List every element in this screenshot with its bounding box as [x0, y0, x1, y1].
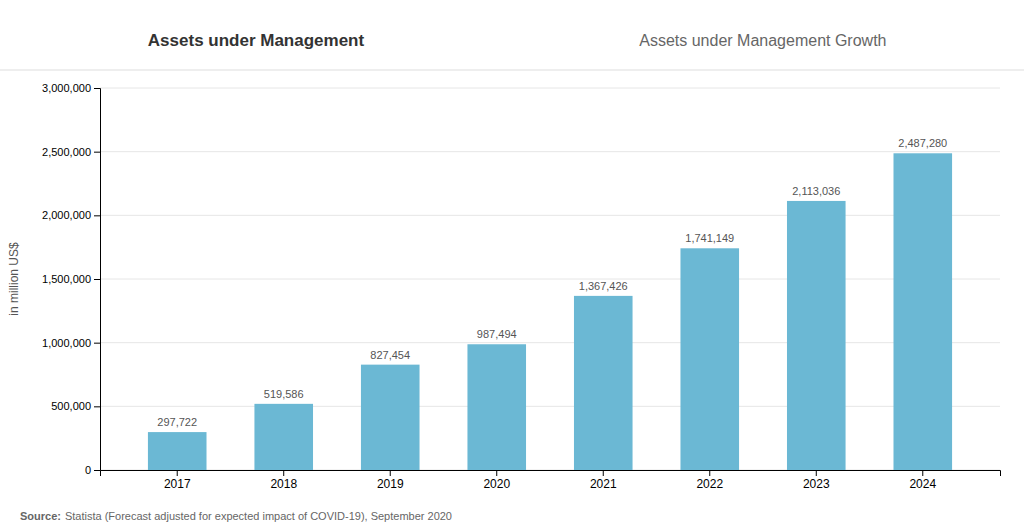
- data-label: 827,454: [370, 349, 410, 361]
- y-tick-mark: [94, 88, 100, 89]
- y-tick: 500,000: [51, 400, 100, 412]
- x-tick-label: 2018: [270, 477, 297, 491]
- y-tick-mark: [94, 343, 100, 344]
- header: Assets under Management Assets under Mana…: [0, 31, 1024, 70]
- x-tick: 2023: [803, 470, 830, 491]
- bar: [787, 201, 846, 470]
- x-tick-label: 2024: [909, 477, 936, 491]
- header-rule: [0, 70, 1024, 71]
- y-tick-label: 0: [85, 464, 91, 476]
- bar: [148, 432, 207, 470]
- grid: [100, 88, 1000, 470]
- page: {"chart_data": {"type": "bar", "title": …: [0, 0, 1024, 532]
- grid-line: [100, 279, 1000, 280]
- data-label: 2,113,036: [792, 185, 840, 197]
- x-tick-mark: [816, 470, 817, 476]
- data-label: 297,722: [157, 416, 197, 428]
- x-tick-label: 2022: [696, 477, 723, 491]
- grid-line: [100, 406, 1000, 407]
- bar: [893, 153, 952, 470]
- subtitle: Assets under Management Growth: [639, 32, 886, 49]
- y-tick-mark: [94, 152, 100, 153]
- y-tick-label: 500,000: [51, 400, 91, 412]
- y-axis: 0 500,000 1,000,000 1,500,000 2,000,000 2,500…: [42, 82, 100, 476]
- x-tick-label: 2020: [483, 477, 510, 491]
- x-tick-mark: [390, 470, 391, 476]
- y-tick-label: 2,500,000: [42, 146, 91, 158]
- x-tick-mark: [496, 470, 497, 476]
- data-label: 1,741,149: [685, 232, 734, 244]
- y-tick: 1,000,000: [42, 337, 100, 349]
- x-tick: 2021: [590, 470, 617, 491]
- grid-line: [100, 88, 1000, 89]
- data-label: 519,586: [264, 388, 304, 400]
- x-tick: 2017: [164, 470, 191, 491]
- bar: [574, 296, 633, 470]
- x-tick-label: 2019: [377, 477, 404, 491]
- bar: [254, 404, 313, 470]
- y-tick-mark: [94, 406, 100, 407]
- source-label: Source:: [20, 510, 61, 522]
- y-tick-mark: [94, 215, 100, 216]
- x-tick: 2022: [696, 470, 723, 491]
- x-axis-line: [101, 471, 1001, 477]
- y-tick: 2,000,000: [42, 209, 100, 221]
- marks: [148, 153, 952, 470]
- source: Source: Statista (Forecast adjusted for e…: [20, 510, 452, 522]
- y-tick-label: 1,000,000: [42, 337, 91, 349]
- data-label: 1,367,426: [579, 280, 628, 292]
- x-tick-mark: [177, 470, 178, 476]
- x-tick-mark: [283, 470, 284, 476]
- title: Assets under Management: [148, 31, 365, 50]
- y-tick-mark: [94, 279, 100, 280]
- x-tick-mark: [922, 470, 923, 476]
- x-tick-mark: [709, 470, 710, 476]
- chart: Assets under Management Assets under Mana…: [0, 0, 1024, 532]
- bar: [680, 248, 739, 470]
- source-text: Statista (Forecast adjusted for expected…: [65, 510, 452, 522]
- bar: [467, 344, 526, 470]
- y-axis-line: [94, 89, 101, 471]
- plot: 297,722 519,586 827,454 987,494 1,367,426 1,7…: [7, 82, 1001, 491]
- x-tick: 2024: [909, 470, 936, 491]
- x-tick: 2020: [483, 470, 510, 491]
- x-axis: 2017 2018 2019 2020 2021 2022 2023 2024: [101, 470, 1001, 491]
- bar: [361, 365, 420, 470]
- y-tick-label: 2,000,000: [42, 209, 91, 221]
- y-tick: 0: [85, 464, 100, 476]
- y-tick: 1,500,000: [42, 273, 100, 285]
- x-tick: 2019: [377, 470, 404, 491]
- data-label: 2,487,280: [898, 137, 947, 149]
- x-tick: 2018: [270, 470, 297, 491]
- y-tick-label: 3,000,000: [42, 82, 91, 94]
- y-tick-mark: [94, 470, 100, 471]
- grid-line: [100, 151, 1000, 152]
- x-tick-label: 2021: [590, 477, 617, 491]
- x-tick-label: 2023: [803, 477, 830, 491]
- y-tick: 3,000,000: [42, 82, 100, 94]
- grid-line: [100, 215, 1000, 216]
- grid-line: [100, 342, 1000, 343]
- data-labels: 297,722 519,586 827,454 987,494 1,367,426 1,7…: [157, 137, 947, 428]
- y-axis-title: in million US$: [7, 242, 21, 316]
- x-tick-label: 2017: [164, 477, 191, 491]
- y-tick-label: 1,500,000: [42, 273, 91, 285]
- x-tick-mark: [603, 470, 604, 476]
- y-tick: 2,500,000: [42, 146, 100, 158]
- data-label: 987,494: [477, 328, 517, 340]
